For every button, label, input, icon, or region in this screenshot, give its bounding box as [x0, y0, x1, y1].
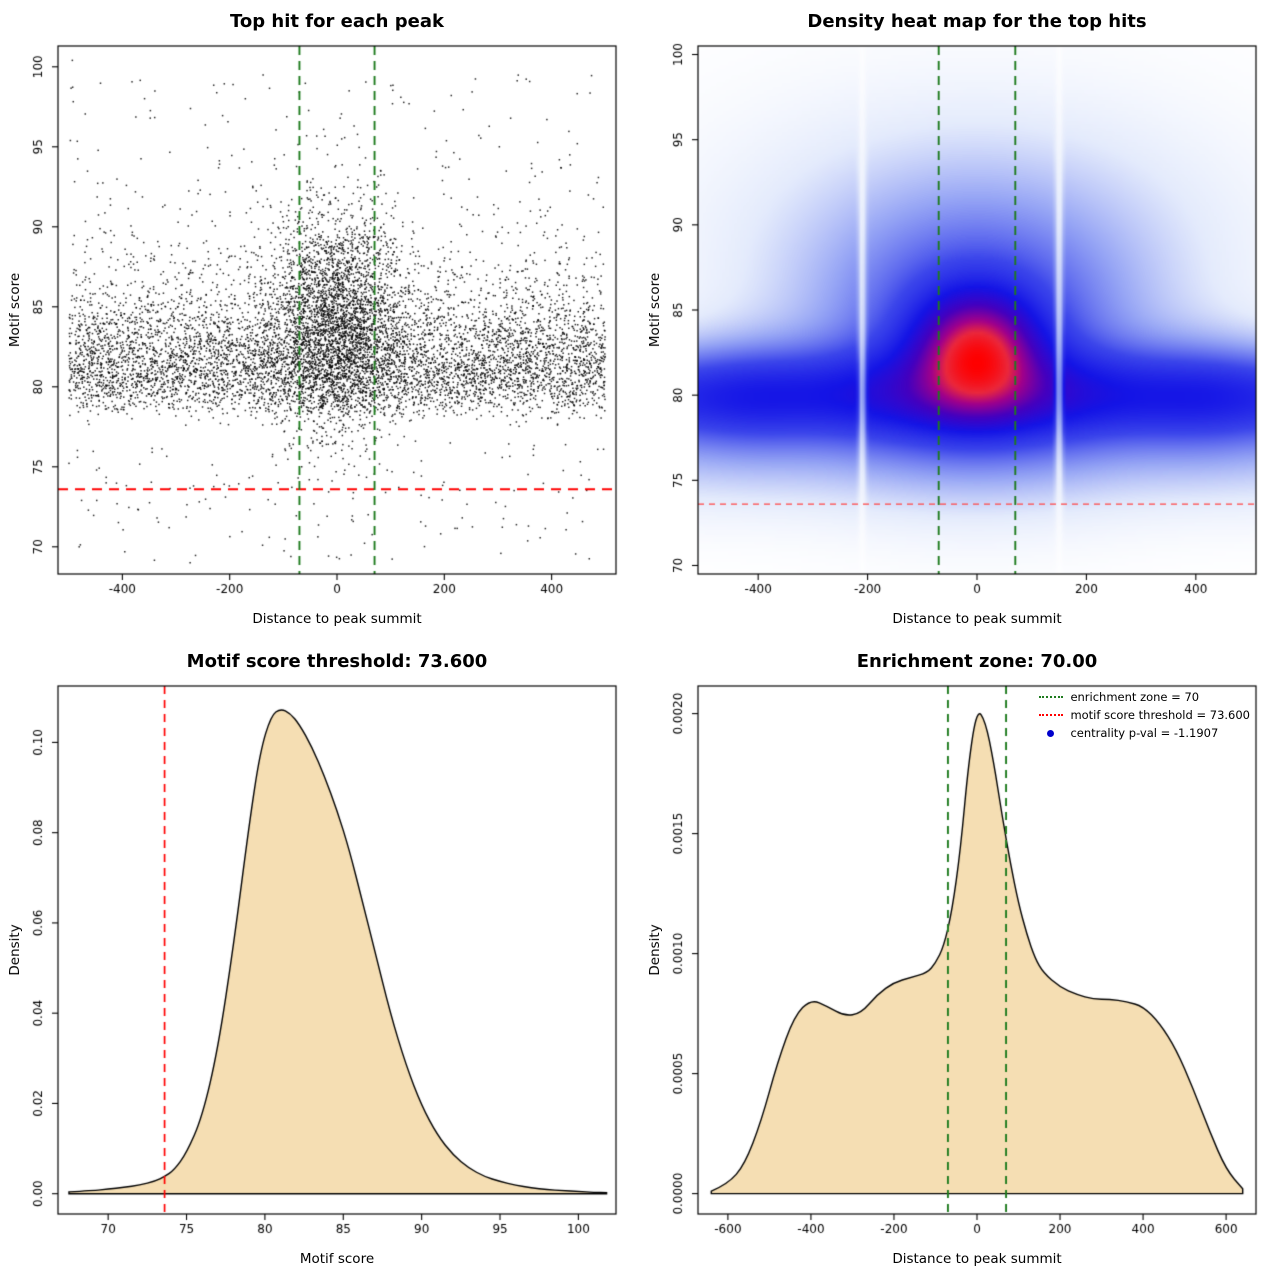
- dotted-line-icon: [1039, 696, 1064, 698]
- panel-top-hit-scatter: Top hit for each peak Distance to peak s…: [0, 0, 640, 640]
- dotted-line-icon: [1039, 714, 1064, 716]
- panel-title: Density heat map for the top hits: [807, 11, 1147, 32]
- score-density-canvas: [0, 640, 640, 1280]
- x-axis-label: Distance to peak summit: [892, 1251, 1062, 1267]
- y-axis-label: Density: [647, 924, 663, 976]
- legend-item-enrichment-zone: enrichment zone = 70: [1039, 690, 1250, 704]
- legend-label: centrality p-val = -1.1907: [1070, 726, 1219, 740]
- x-axis-label: Distance to peak summit: [892, 611, 1062, 627]
- distance-density-canvas: [640, 640, 1280, 1280]
- y-axis-label: Density: [7, 924, 23, 976]
- panel-motif-score-density: Motif score threshold: 73.600 Motif scor…: [0, 640, 640, 1280]
- panel-density-heatmap: Density heat map for the top hits Distan…: [640, 0, 1280, 640]
- legend-item-centrality-pval: centrality p-val = -1.1907: [1039, 726, 1250, 740]
- panel-title: Top hit for each peak: [230, 11, 444, 32]
- y-axis-label: Motif score: [7, 272, 23, 348]
- panel-title: Motif score threshold: 73.600: [186, 651, 488, 672]
- plot-legend: enrichment zone = 70 motif score thresho…: [1039, 690, 1250, 740]
- legend-label: motif score threshold = 73.600: [1070, 708, 1250, 722]
- heatmap-canvas: [640, 0, 1280, 640]
- panel-enrichment-zone-density: Enrichment zone: 70.00 Distance to peak …: [640, 640, 1280, 1280]
- y-axis-label: Motif score: [647, 272, 663, 348]
- point-marker-icon: [1047, 729, 1055, 737]
- legend-label: enrichment zone = 70: [1070, 690, 1200, 704]
- x-axis-label: Motif score: [299, 1251, 375, 1267]
- scatter-plot-canvas: [0, 0, 640, 640]
- x-axis-label: Distance to peak summit: [252, 611, 422, 627]
- panel-title: Enrichment zone: 70.00: [856, 651, 1098, 672]
- legend-item-motif-threshold: motif score threshold = 73.600: [1039, 708, 1250, 722]
